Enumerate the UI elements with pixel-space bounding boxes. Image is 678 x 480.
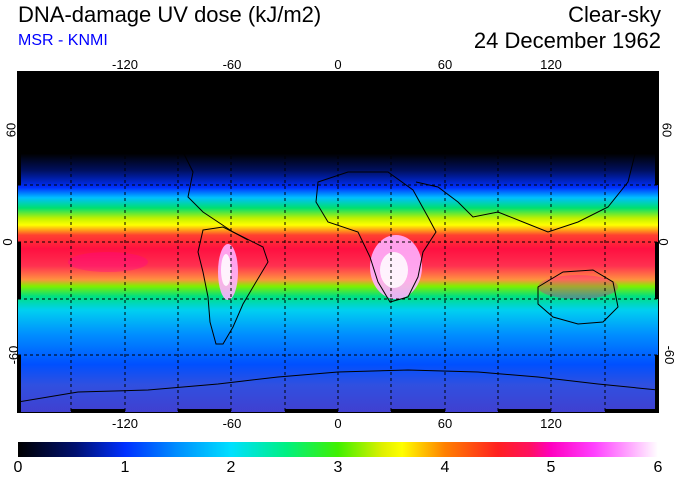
hotspot-pacific [68,252,148,272]
colorbar [18,442,658,457]
lat-tick-right: 60 [659,122,675,138]
hotspot-andes-core [221,254,231,286]
lon-tick-top: 120 [540,57,562,72]
coast-africa [315,171,437,303]
lon-tick-top: -120 [111,57,139,72]
title: DNA-damage UV dose (kJ/m2) [18,2,322,27]
border-tick [655,242,658,299]
coast-australia [537,269,619,325]
border-tick [285,409,338,412]
lon-tick-top: -60 [222,57,242,72]
coast-south-america [197,226,269,345]
hotspot-australia [538,275,618,299]
border-tick [391,72,445,75]
border-tick [605,409,658,412]
border-tick [178,409,231,412]
colorbar-label: 4 [440,459,450,476]
border-tick [285,72,338,75]
border-tick [498,72,551,75]
hotspot-africa-core [380,252,408,288]
sky-condition: Clear-sky [568,2,661,27]
lon-tick-top: 0 [334,57,342,72]
colorbar-label: 6 [653,459,663,476]
source-label: MSR - KNMI [18,32,108,49]
border-tick [71,409,125,412]
colorbar-label: 0 [13,459,23,476]
border-tick [655,355,658,412]
uv-dose-map [17,71,659,413]
coast-europe-asia [312,121,639,233]
colorbar-label: 3 [333,459,343,476]
border-tick [71,72,125,75]
lon-tick-bottom: 0 [334,416,342,431]
colorbar-label: 5 [546,459,556,476]
border-tick [498,409,551,412]
lat-tick-right: 0 [656,238,672,246]
lon-tick-bottom: -60 [222,416,242,431]
border-tick [18,129,21,185]
map-overlay [18,72,658,412]
lat-tick-left: 60 [3,122,19,138]
border-tick [18,242,21,299]
border-tick [178,72,231,75]
border-tick [18,355,21,412]
lat-tick-right: -60 [661,345,677,365]
border-tick [391,409,445,412]
lon-tick-top: 60 [437,57,453,72]
border-tick [605,72,658,75]
lon-tick-bottom: -120 [111,416,139,431]
lon-tick-bottom: 120 [540,416,562,431]
border-tick [655,129,658,185]
lat-tick-left: 0 [0,238,16,246]
date-label: 24 December 1962 [473,28,661,53]
lon-tick-bottom: 60 [437,416,453,431]
colorbar-label: 2 [226,459,236,476]
coast-north-america [77,111,249,241]
colorbar-label: 1 [120,459,130,476]
